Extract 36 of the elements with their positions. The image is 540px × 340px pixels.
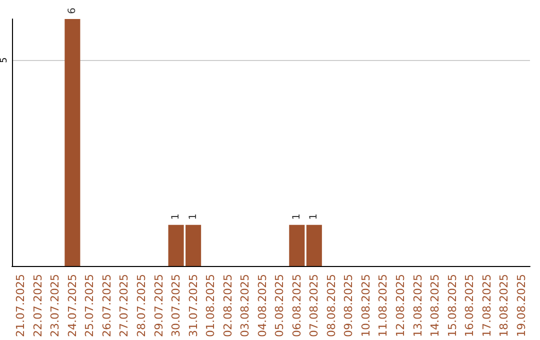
x-tick-label: 28.07.2025 [135, 274, 148, 338]
x-tick-label: 10.08.2025 [359, 274, 372, 338]
x-tick-label: 29.07.2025 [152, 274, 166, 338]
x-tick-label: 15.08.2025 [446, 274, 459, 338]
x-tick-label: 06.08.2025 [290, 274, 304, 338]
x-tick-label: 30.07.2025 [170, 274, 183, 338]
x-tick-label: 16.08.2025 [463, 274, 476, 338]
x-tick-label: 21.07.2025 [14, 274, 28, 338]
x-tick-label: 02.08.2025 [221, 274, 234, 338]
x-tick-label: 13.08.2025 [411, 274, 424, 338]
x-tick-label: 23.07.2025 [48, 274, 62, 338]
data-label: 1 [170, 213, 182, 220]
x-tick-label: 01.08.2025 [204, 274, 218, 338]
data-label: 1 [291, 213, 302, 220]
x-tick-label: 19.08.2025 [514, 274, 528, 338]
x-tick-label: 24.07.2025 [66, 274, 79, 338]
x-tick-label: 14.08.2025 [428, 274, 442, 338]
x-tick-label: 11.08.2025 [376, 274, 390, 338]
x-tick-label: 25.07.2025 [83, 274, 96, 338]
y-tick-label: 5 [0, 57, 10, 64]
data-label: 6 [66, 8, 78, 14]
x-tick-label: 03.08.2025 [238, 274, 252, 338]
x-tick-label: 07.08.2025 [308, 274, 321, 338]
data-label: 1 [188, 213, 199, 220]
x-tick-label: 26.07.2025 [100, 274, 114, 338]
x-tick-label: 12.08.2025 [394, 274, 407, 338]
x-tick-label: 18.08.2025 [498, 274, 511, 338]
x-tick-label: 09.08.2025 [342, 274, 356, 338]
x-tick-label: 31.07.2025 [186, 274, 200, 338]
x-tick-label: 05.08.2025 [273, 274, 286, 338]
x-tick-label: 17.08.2025 [480, 274, 494, 338]
x-tick-label: 22.07.2025 [31, 274, 44, 338]
x-tick-label: 08.08.2025 [324, 274, 338, 338]
data-label: 1 [308, 213, 320, 220]
x-tick-label: 04.08.2025 [256, 274, 269, 338]
x-tick-label: 27.07.2025 [118, 274, 131, 338]
